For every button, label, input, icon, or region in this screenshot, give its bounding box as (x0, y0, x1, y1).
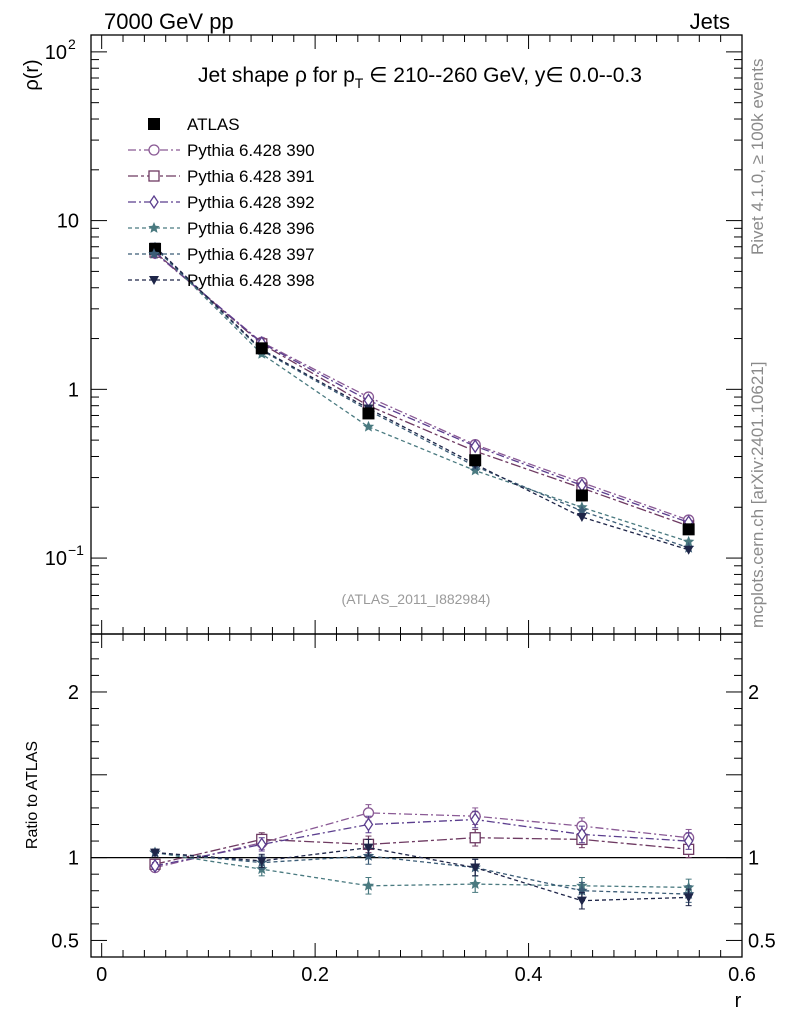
series-point-3 (362, 420, 375, 432)
y-tick-label-ratio-right: 1 (748, 848, 759, 870)
legend-marker-0 (148, 144, 160, 156)
legend-label-2: Pythia 6.428 392 (187, 193, 315, 212)
data-point (469, 454, 482, 467)
legend-entry-4: Pythia 6.428 397 (128, 245, 315, 264)
chart-title-rest: ∈ 210--260 GeV, y∈ 0.0--0.3 (363, 64, 642, 87)
series-point-2 (470, 439, 480, 454)
y-tick-label-ratio: 0.5 (51, 930, 79, 952)
y-axis-label-main: ρ(r) (21, 59, 43, 90)
y-tick-label-main: 10 (45, 548, 67, 570)
y-tick-label-ratio: 1 (68, 848, 79, 870)
x-axis-label: r (735, 990, 742, 1012)
mcplots-label: mcplots.cern.ch [arXiv:2401.10621] (748, 362, 767, 628)
series-line-5 (154, 246, 689, 551)
legend-entry-2: Pythia 6.428 392 (128, 193, 315, 212)
ratio-point-5 (470, 863, 481, 873)
series-line-4 (154, 247, 689, 549)
legend-marker-3 (148, 222, 160, 233)
ratio-point-3 (469, 878, 481, 889)
series-point-3 (469, 464, 481, 476)
ratio-point-3 (362, 879, 375, 891)
legend-marker-5 (149, 276, 159, 285)
ratio-point-2 (470, 812, 480, 827)
header-right: Jets (690, 9, 730, 34)
legend-entry-5: Pythia 6.428 398 (128, 271, 315, 290)
ratio-point-5 (256, 856, 267, 866)
y-tick-label-main: 1 (68, 379, 79, 401)
y-tick-label-exponent: −1 (68, 542, 84, 558)
ratio-point-2 (256, 837, 267, 852)
y-tick-label-ratio-right: 2 (748, 682, 759, 704)
legend-entry-1: Pythia 6.428 391 (128, 167, 315, 186)
ratio-panel-frame (90, 633, 743, 958)
series-point-5 (683, 545, 694, 555)
legend-marker-4 (148, 248, 160, 259)
ratio-point-5 (683, 893, 694, 903)
ratio-point-1 (469, 832, 481, 844)
ratio-line-2 (154, 818, 689, 867)
chart-title-subscript: T (355, 75, 364, 91)
y-tick-label-ratio: 2 (68, 682, 79, 704)
legend-label-4: Pythia 6.428 397 (187, 245, 315, 264)
chart-title-main: Jet shape ρ for p (198, 64, 355, 87)
data-point (255, 342, 268, 355)
x-tick-label: 0.6 (728, 964, 756, 986)
rivet-version-label: Rivet 4.1.0, ≥ 100k events (748, 59, 767, 255)
legend-marker-1 (148, 170, 160, 182)
ratio-point-5 (576, 896, 587, 906)
y-tick-label-ratio-right: 0.5 (748, 930, 776, 952)
legend-marker-atlas (148, 118, 160, 130)
ratio-point-5 (363, 843, 374, 853)
y-tick-label-exponent: 2 (68, 36, 76, 52)
ratio-point-2 (683, 833, 694, 849)
series-line-0 (154, 252, 689, 521)
ratio-point-2 (577, 827, 587, 842)
header-left: 7000 GeV pp (104, 9, 234, 34)
legend-label-0: Pythia 6.428 390 (187, 141, 315, 160)
legend-label-atlas: ATLAS (187, 115, 240, 134)
y-tick-label-main: 10 (57, 211, 79, 233)
legend-entry-3: Pythia 6.428 396 (128, 219, 315, 238)
series-line-1 (154, 251, 689, 527)
series-line-3 (154, 247, 689, 543)
ratio-line-0 (154, 812, 689, 869)
analysis-label: (ATLAS_2011_I882984) (342, 591, 491, 607)
y-axis-label-ratio: Ratio to ATLAS (24, 741, 41, 849)
ratio-line-5 (154, 847, 689, 902)
series-point-3 (682, 535, 695, 547)
ratio-point-5 (150, 848, 161, 858)
ratio-point-2 (150, 858, 160, 874)
data-point (575, 489, 588, 502)
legend-label-5: Pythia 6.428 398 (187, 271, 315, 290)
legend-label-3: Pythia 6.428 396 (187, 219, 315, 238)
data-point (682, 523, 695, 536)
series-point-5 (576, 513, 587, 523)
x-tick-label: 0.4 (515, 964, 543, 986)
legend-entry-atlas: ATLAS (148, 115, 240, 134)
chart-title: Jet shape ρ for pT ∈ 210--260 GeV, y∈ 0.… (198, 64, 642, 91)
series-line-2 (154, 251, 689, 523)
y-tick-label-main: 10 (45, 42, 67, 64)
ratio-point-2 (363, 817, 374, 832)
legend-marker-2 (149, 194, 159, 210)
x-tick-label: 0.2 (301, 964, 329, 986)
x-tick-label: 0 (96, 964, 107, 986)
ratio-line-3 (154, 851, 689, 889)
ratio-line-4 (154, 851, 689, 895)
legend-label-1: Pythia 6.428 391 (187, 167, 315, 186)
data-point (362, 407, 375, 420)
legend-entry-0: Pythia 6.428 390 (128, 141, 315, 160)
ratio-line-1 (154, 837, 689, 865)
